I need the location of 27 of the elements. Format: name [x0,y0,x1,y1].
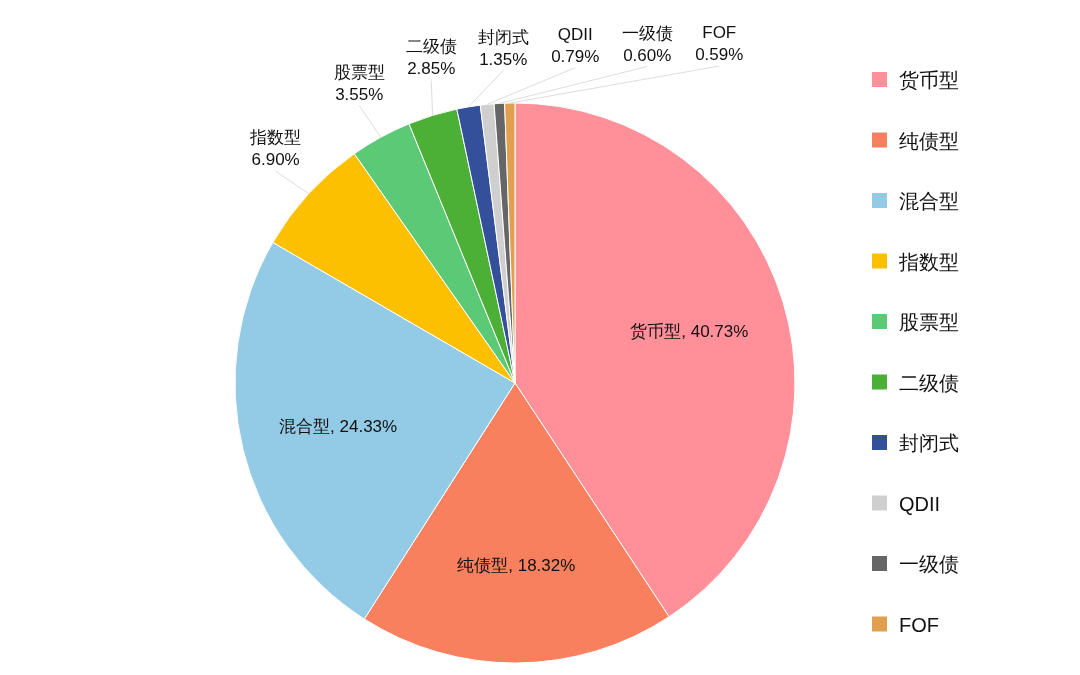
slice-label: 股票型 [333,62,385,82]
data-label: 货币型, 40.73% [630,321,749,341]
data-label: 2.85% [407,59,456,79]
slice-label: QDII [557,24,593,44]
slice-label: 指数型 [249,128,302,148]
slice-label: 封闭式 [477,27,529,47]
legend-label: 封闭式 [899,432,959,454]
data-label: 3.55% [335,84,384,104]
legend-label: 货币型 [899,69,959,91]
legend-label: 指数型 [898,250,959,273]
legend-label: 纯债型 [899,129,959,152]
data-label: 0.60% [623,45,672,65]
data-label: 6.90% [251,150,300,170]
legend-label: 股票型 [899,311,959,333]
legend-label: 一级债 [899,553,959,575]
data-label: 纯债型, 18.32% [457,556,576,575]
slice-label: FOF [702,23,737,43]
legend-label: 二级债 [899,371,959,394]
legend-label: 混合型 [899,190,959,212]
data-label: 1.35% [479,49,528,69]
data-label: 0.59% [695,45,744,65]
slice-label: 二级债 [405,37,457,57]
data-label: 混合型, 24.33% [279,416,398,436]
data-label: 0.79% [551,46,600,66]
legend-label: QDII [899,492,941,515]
slice-label: 一级债 [621,23,673,43]
legend-label: FOF [899,613,939,636]
